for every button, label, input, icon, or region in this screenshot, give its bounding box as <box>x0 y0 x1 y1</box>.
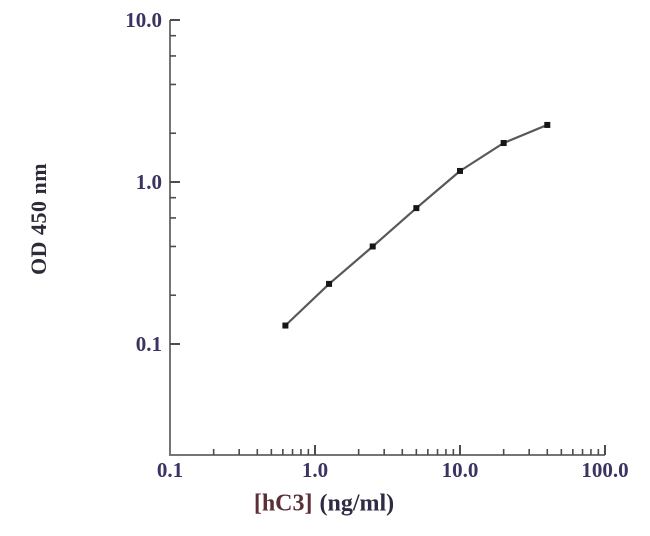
data-point-marker <box>326 280 333 287</box>
data-point-marker <box>369 243 376 250</box>
x-axis-title: [hC3] (ng/ml) <box>254 491 394 518</box>
plot-axes <box>169 20 605 456</box>
data-point-marker <box>457 167 463 174</box>
x-tick-label: 1.0 <box>302 458 328 482</box>
y-tick-label: 1.0 <box>136 170 162 194</box>
x-axis-title-analyte: [hC3] <box>253 490 313 517</box>
y-tick-label: 10.0 <box>125 8 162 32</box>
x-axis-title-units: (ng/ml) <box>319 490 395 517</box>
x-tick-label: 0.1 <box>157 458 183 482</box>
data-point-marker <box>282 322 289 329</box>
x-tick-label: 10.0 <box>442 458 479 482</box>
data-point-marker <box>544 121 551 128</box>
y-axis-title: OD 450 nm <box>26 162 51 276</box>
y-tick-label: 0.1 <box>136 332 162 356</box>
data-point-marker <box>500 140 507 147</box>
standard-curve-line <box>284 123 549 327</box>
x-tick-label: 100.0 <box>581 458 628 482</box>
data-point-marker <box>413 205 420 212</box>
